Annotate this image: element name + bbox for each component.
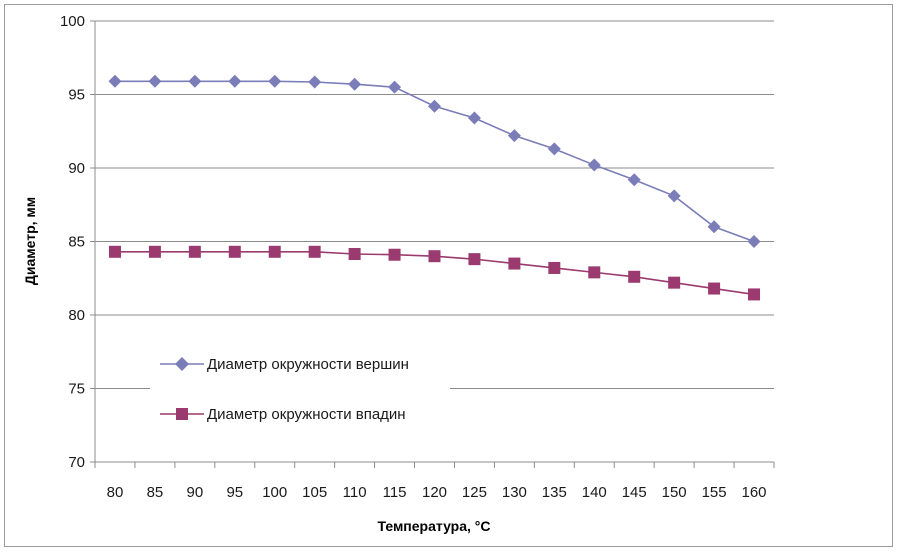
x-tick-label: 90 [187, 484, 204, 501]
data-point-square [108, 245, 121, 258]
data-point-diamond [707, 220, 721, 234]
data-point-square [188, 245, 201, 258]
data-point-diamond [428, 99, 441, 113]
y-tick-label: 85 [68, 234, 85, 251]
y-tick-labels: 70 75 80 85 90 95 100 [60, 13, 85, 471]
data-point-diamond [228, 74, 242, 88]
x-tick-label: 155 [702, 484, 727, 501]
x-tick-label: 85 [147, 484, 164, 501]
y-tick-label: 95 [68, 87, 85, 104]
data-point-square [468, 253, 481, 266]
data-point-diamond [348, 77, 362, 91]
data-point-diamond [587, 158, 601, 172]
y-tick-label: 80 [68, 307, 85, 324]
data-point-diamond [388, 80, 402, 94]
data-point-square [268, 245, 281, 258]
data-point-square [348, 247, 361, 260]
data-point-square [388, 248, 401, 261]
data-point-diamond [308, 75, 322, 89]
data-point-square [548, 261, 561, 274]
x-tick-label: 130 [502, 484, 527, 501]
x-tick-label: 160 [742, 484, 767, 501]
y-tick-label: 90 [68, 160, 85, 177]
data-point-square [668, 276, 681, 289]
x-tick-labels: 80 85 90 95 100 105 110 115 120 125 130 135 140 145 15… [107, 484, 767, 501]
x-tick-label: 80 [107, 484, 124, 501]
legend-marker-tips [175, 357, 189, 371]
legend: Диаметр окружности вершин Диаметр окружн… [150, 348, 450, 430]
x-tick-label: 120 [422, 484, 447, 501]
legend-label-roots: Диаметр окружности впадин [207, 406, 406, 423]
data-point-diamond [507, 129, 521, 143]
data-point-square [428, 250, 441, 263]
data-point-diamond [747, 235, 761, 248]
axes [90, 20, 775, 468]
y-tick-label: 70 [68, 454, 85, 471]
x-tick-label: 140 [582, 484, 607, 501]
x-tick-label: 150 [662, 484, 687, 501]
data-point-square [508, 257, 521, 270]
y-tick-label: 75 [68, 381, 85, 398]
data-point-square [708, 282, 721, 295]
legend-background [150, 348, 450, 430]
data-point-square [628, 270, 641, 283]
data-point-square [748, 288, 761, 301]
x-tick-label: 145 [622, 484, 647, 501]
data-point-diamond [627, 173, 641, 187]
data-point-diamond [268, 74, 282, 88]
x-tick-label: 110 [343, 484, 367, 501]
y-axis-title: Диаметр, мм [22, 197, 38, 285]
data-point-square [228, 245, 241, 258]
gridlines [95, 20, 774, 389]
data-point-diamond [467, 111, 481, 125]
series-group [108, 74, 761, 301]
x-axis-title: Температура, °C [377, 518, 490, 534]
x-tick-label: 95 [226, 484, 243, 501]
data-point-square [308, 245, 321, 258]
legend-label-tips: Диаметр окружности вершин [207, 356, 409, 373]
y-tick-label: 100 [60, 13, 85, 30]
data-point-square [588, 266, 601, 279]
data-point-diamond [547, 142, 561, 156]
x-tick-label: 100 [262, 484, 287, 501]
x-tick-label: 135 [542, 484, 567, 501]
x-tick-label: 125 [462, 484, 487, 501]
legend-marker-roots [176, 408, 188, 420]
data-point-square [148, 245, 161, 258]
data-point-diamond [108, 74, 122, 88]
x-tick-label: 115 [383, 484, 407, 501]
data-point-diamond [667, 189, 681, 203]
data-point-diamond [188, 74, 202, 88]
data-point-diamond [148, 74, 162, 88]
x-tick-label: 105 [302, 484, 327, 501]
